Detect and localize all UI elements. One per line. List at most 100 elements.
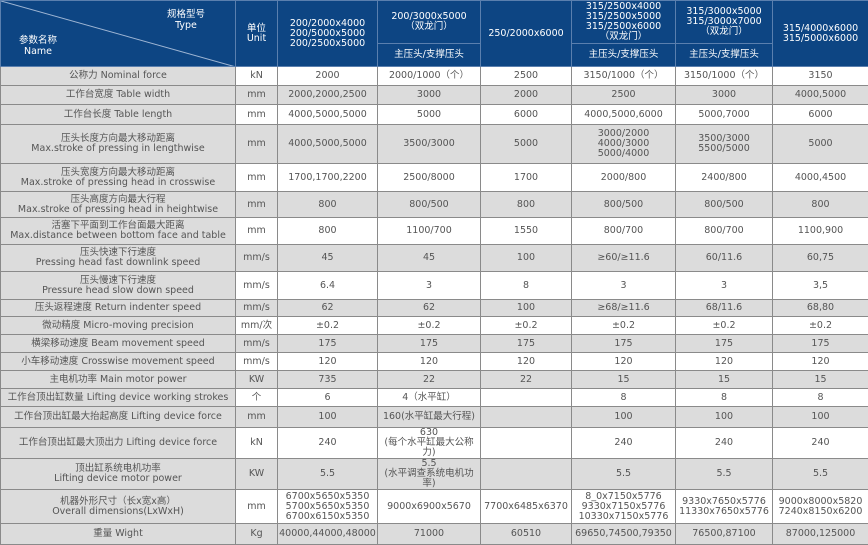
value-cell: 240 [278, 428, 378, 459]
value-cell [481, 428, 572, 459]
param-name-cell: 压头宽度方向最大移动距离 Max.stroke of pressing head… [1, 164, 236, 192]
param-name-cell: 横梁移动速度 Beam movement speed [1, 335, 236, 353]
value-cell: 120 [278, 353, 378, 371]
model-header: 315/4000x6000 315/5000x6000 [773, 1, 868, 67]
param-name-cell: 工作台宽度 Table width [1, 86, 236, 105]
name-label: 参数名称 Name [19, 35, 57, 57]
unit-cell: mm [236, 192, 278, 218]
unit-cell: mm [236, 164, 278, 192]
value-cell: 40000,44000,48000 [278, 524, 378, 545]
value-cell: 9330x7650x5776 11330x7650x5776 [676, 490, 773, 524]
value-cell: 100 [278, 407, 378, 428]
model-header: 315/2500x4000 315/2500x5000 315/2500x600… [572, 1, 676, 44]
value-cell: ±0.2 [572, 317, 676, 335]
model-header: 250/2000x6000 [481, 1, 572, 67]
value-cell: ±0.2 [481, 317, 572, 335]
value-cell: 175 [278, 335, 378, 353]
value-cell: 3 [572, 272, 676, 300]
value-cell: 800/500 [378, 192, 481, 218]
value-cell: 2500/8000 [378, 164, 481, 192]
value-cell: 5.5 [572, 459, 676, 490]
value-cell: 100 [481, 245, 572, 272]
param-name-cell: 主电机功率 Main motor power [1, 371, 236, 389]
param-name-cell: 压头返程速度 Return indenter speed [1, 300, 236, 317]
value-cell: 1100/700 [378, 218, 481, 245]
unit-cell: mm [236, 105, 278, 125]
unit-cell: mm/s [236, 300, 278, 317]
value-cell: 800 [278, 192, 378, 218]
param-name-cell: 压头高度方向最大行程 Max.stroke of pressing head i… [1, 192, 236, 218]
value-cell: 800 [773, 192, 868, 218]
unit-cell: mm [236, 407, 278, 428]
value-cell: 76500,87100 [676, 524, 773, 545]
param-name-cell: 微动精度 Micro-moving precision [1, 317, 236, 335]
value-cell: 45 [378, 245, 481, 272]
param-name-cell: 压头快速下行速度 Pressing head fast downlink spe… [1, 245, 236, 272]
value-cell: 800/500 [572, 192, 676, 218]
value-cell: 9000x6900x5670 [378, 490, 481, 524]
value-cell: ±0.2 [676, 317, 773, 335]
value-cell: 120 [572, 353, 676, 371]
value-cell: 45 [278, 245, 378, 272]
value-cell: 3 [676, 272, 773, 300]
value-cell: 5000 [773, 125, 868, 164]
value-cell: 6000 [481, 105, 572, 125]
value-cell: 100 [676, 407, 773, 428]
value-cell: 1550 [481, 218, 572, 245]
param-name-cell: 工作台长度 Table length [1, 105, 236, 125]
value-cell: 2500 [572, 86, 676, 105]
value-cell: 3150/1000（个） [572, 67, 676, 86]
unit-cell: mm [236, 125, 278, 164]
value-cell: 175 [676, 335, 773, 353]
model-header: 200/3000x5000 （双龙门） [378, 1, 481, 44]
value-cell: 69650,74500,79350 [572, 524, 676, 545]
value-cell: 15 [572, 371, 676, 389]
table-row: 压头快速下行速度 Pressing head fast downlink spe… [1, 245, 868, 272]
unit-cell: mm/s [236, 353, 278, 371]
value-cell: 2000 [481, 86, 572, 105]
value-cell: 800 [481, 192, 572, 218]
value-cell: 8 [572, 389, 676, 407]
value-cell: 2000/800 [572, 164, 676, 192]
value-cell: 6 [278, 389, 378, 407]
value-cell: 100 [481, 300, 572, 317]
table-row: 机器外形尺寸（长x宽x高） Overall dimensions(LxWxH)m… [1, 490, 868, 524]
value-cell: 3150/1000（个） [676, 67, 773, 86]
unit-cell: mm [236, 218, 278, 245]
value-cell: ±0.2 [378, 317, 481, 335]
unit-cell: mm/s [236, 272, 278, 300]
value-cell: 175 [481, 335, 572, 353]
table-row: 压头高度方向最大行程 Max.stroke of pressing head i… [1, 192, 868, 218]
value-cell: 2000 [278, 67, 378, 86]
unit-cell: Kg [236, 524, 278, 545]
param-name-cell: 顶出缸系统电机功率 Lifting device motor power [1, 459, 236, 490]
param-name-cell: 工作台顶出缸数量 Lifting device working strokes [1, 389, 236, 407]
model-header: 315/3000x5000 315/3000x7000 （双龙门） [676, 1, 773, 44]
value-cell: 1700 [481, 164, 572, 192]
table-row: 压头长度方向最大移动距离 Max.stroke of pressing in l… [1, 125, 868, 164]
value-cell: ≥68/≥11.6 [572, 300, 676, 317]
unit-cell: KW [236, 371, 278, 389]
value-cell [481, 389, 572, 407]
value-cell: 60510 [481, 524, 572, 545]
value-cell: 1700,1700,2200 [278, 164, 378, 192]
value-cell: 240 [572, 428, 676, 459]
unit-cell: kN [236, 428, 278, 459]
table-row: 活塞下平面到工作台面最大距离 Max.distance between bott… [1, 218, 868, 245]
param-name-cell: 工作台顶出缸最大顶出力 Lifting device force [1, 428, 236, 459]
value-cell: 68/11.6 [676, 300, 773, 317]
sub-header: 主压头/支撑压头 [378, 44, 481, 67]
param-name-cell: 压头长度方向最大移动距离 Max.stroke of pressing in l… [1, 125, 236, 164]
value-cell: 120 [378, 353, 481, 371]
value-cell: 6.4 [278, 272, 378, 300]
value-cell [481, 459, 572, 490]
